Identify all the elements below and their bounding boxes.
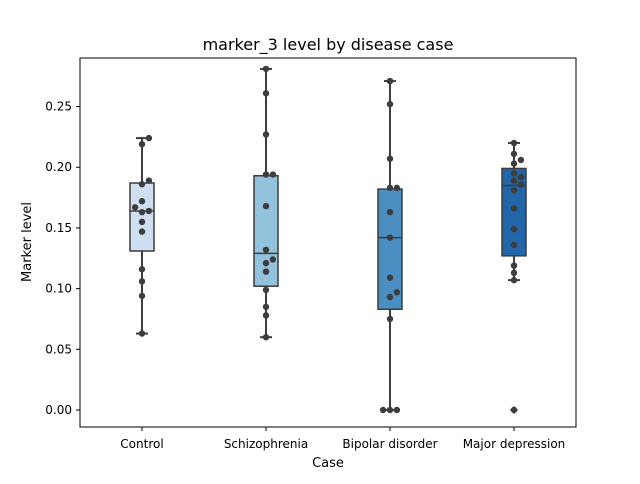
data-point	[262, 131, 270, 138]
data-point	[386, 77, 394, 85]
data-point	[510, 269, 518, 277]
x-tick-label: Schizophrenia	[224, 437, 308, 451]
data-point	[386, 184, 394, 192]
data-point	[262, 65, 270, 73]
data-point	[138, 181, 146, 188]
data-point	[386, 274, 394, 281]
data-point	[145, 207, 153, 215]
x-axis-label: Case	[312, 456, 344, 471]
data-point	[510, 139, 518, 147]
data-point	[138, 292, 146, 300]
data-point	[510, 205, 518, 212]
x-tick-label: Bipolar disorder	[342, 437, 437, 451]
data-point	[510, 187, 518, 194]
y-tick-label: 0.00	[45, 403, 72, 417]
data-point	[393, 289, 401, 296]
data-point	[510, 276, 518, 284]
y-tick-label: 0.05	[45, 342, 72, 356]
data-point	[517, 156, 525, 164]
data-point	[131, 204, 139, 211]
y-tick-label: 0.10	[45, 282, 72, 296]
data-point	[393, 406, 401, 414]
data-point	[386, 293, 394, 301]
data-point	[145, 134, 153, 142]
data-point	[510, 150, 518, 158]
plot-frame	[79, 57, 577, 428]
data-point	[510, 177, 518, 184]
data-point	[138, 330, 146, 337]
data-point	[262, 171, 270, 178]
plot-area: 0.00 0.05 0.10 0.15 0.20 0.25 Control Schizophr…	[45, 65, 566, 451]
data-point	[262, 333, 270, 341]
x-tick-label: Control	[120, 437, 163, 451]
y-tick-label: 0.15	[45, 221, 72, 235]
data-point	[510, 241, 518, 249]
data-point	[510, 160, 518, 167]
data-point	[262, 268, 270, 275]
data-point	[262, 259, 270, 267]
data-point	[517, 181, 525, 188]
data-point	[262, 90, 270, 97]
data-point	[138, 198, 146, 205]
data-point	[393, 184, 401, 192]
data-point	[510, 406, 518, 414]
y-tick-label: 0.25	[45, 100, 72, 114]
data-point	[386, 100, 394, 108]
data-point	[138, 140, 146, 148]
box-iqr	[253, 174, 279, 287]
data-point	[517, 173, 525, 181]
data-point	[138, 228, 146, 235]
data-point	[510, 262, 518, 269]
data-point	[262, 312, 270, 319]
data-point	[138, 266, 146, 273]
data-point	[138, 278, 146, 285]
data-point	[262, 202, 270, 210]
data-point	[145, 177, 153, 184]
data-point	[262, 286, 270, 294]
data-point	[386, 155, 394, 162]
y-tick-label: 0.20	[45, 160, 72, 174]
data-point	[386, 234, 394, 241]
data-point	[510, 225, 518, 233]
y-axis-label: Marker level	[20, 202, 35, 282]
data-point	[269, 171, 277, 178]
box-iqr	[129, 182, 155, 252]
data-point	[386, 208, 394, 216]
chart-title: marker_3 level by disease case	[203, 35, 454, 55]
data-point	[510, 170, 518, 177]
data-point	[262, 246, 270, 253]
data-point	[269, 256, 277, 263]
data-point	[262, 303, 270, 311]
data-point	[386, 406, 394, 414]
data-point	[138, 218, 146, 226]
data-point	[379, 406, 387, 414]
data-point	[138, 208, 146, 216]
x-tick-label: Major depression	[463, 437, 566, 451]
data-point	[386, 315, 394, 323]
